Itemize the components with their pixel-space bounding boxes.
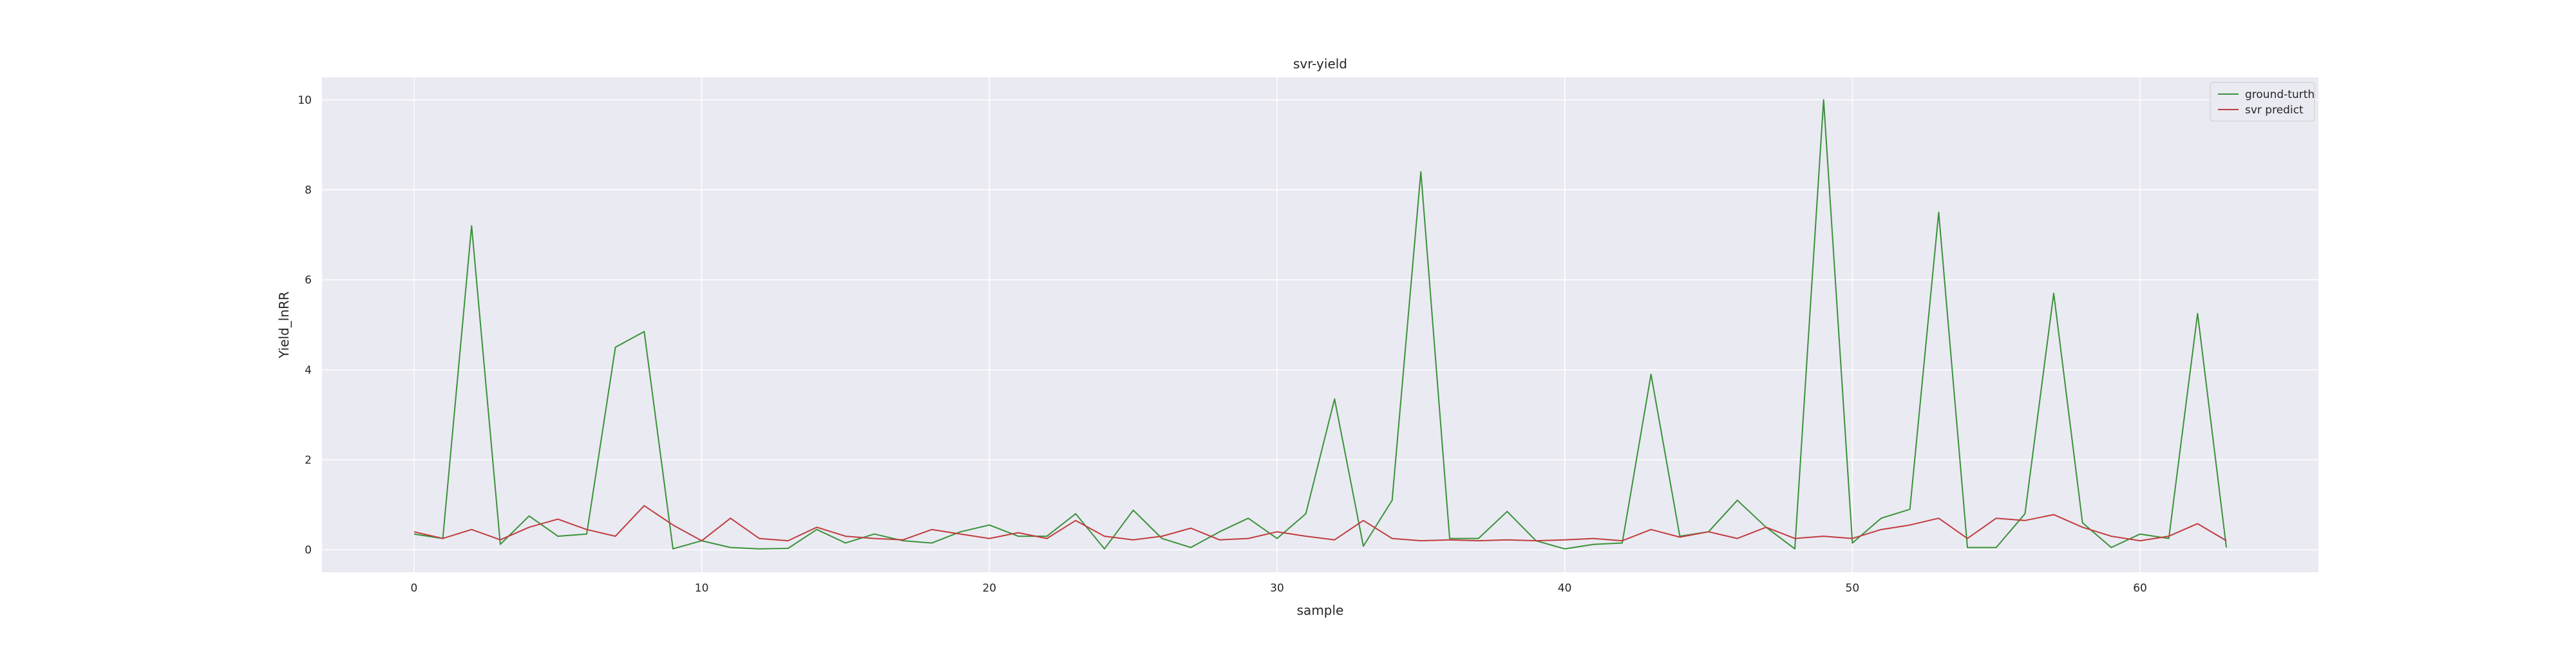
chart-title: svr-yield <box>1293 56 1347 72</box>
x-tick-label: 60 <box>2133 582 2147 595</box>
legend-box <box>2210 82 2315 122</box>
x-tick-label: 40 <box>1558 582 1572 595</box>
series-group <box>413 99 2228 550</box>
y-axis-label: Yield_lnRR <box>276 291 292 359</box>
grid <box>322 77 2318 572</box>
x-tick-label: 20 <box>982 582 996 595</box>
x-tick-label: 30 <box>1270 582 1284 595</box>
x-axis-label: sample <box>1297 603 1344 618</box>
tick-labels: 0 10 20 30 40 50 60 0 2 4 6 8 10 <box>298 94 2147 595</box>
y-tick-label: 4 <box>305 364 312 377</box>
y-tick-label: 10 <box>298 94 312 107</box>
y-tick-label: 0 <box>305 544 312 557</box>
y-tick-label: 6 <box>305 274 312 287</box>
legend: ground-turth svr predict <box>2210 82 2315 122</box>
series-line-ground-turth <box>413 99 2228 550</box>
series-line-svr-predict <box>413 505 2227 542</box>
x-tick-label: 50 <box>1846 582 1860 595</box>
y-tick-label: 8 <box>305 184 312 197</box>
legend-label-svr-predict: svr predict <box>2245 104 2304 117</box>
x-tick-label: 0 <box>411 582 418 595</box>
plot-area <box>322 77 2318 572</box>
y-tick-label: 2 <box>305 454 312 467</box>
x-tick-label: 10 <box>695 582 709 595</box>
legend-label-ground-turth: ground-turth <box>2245 88 2315 101</box>
